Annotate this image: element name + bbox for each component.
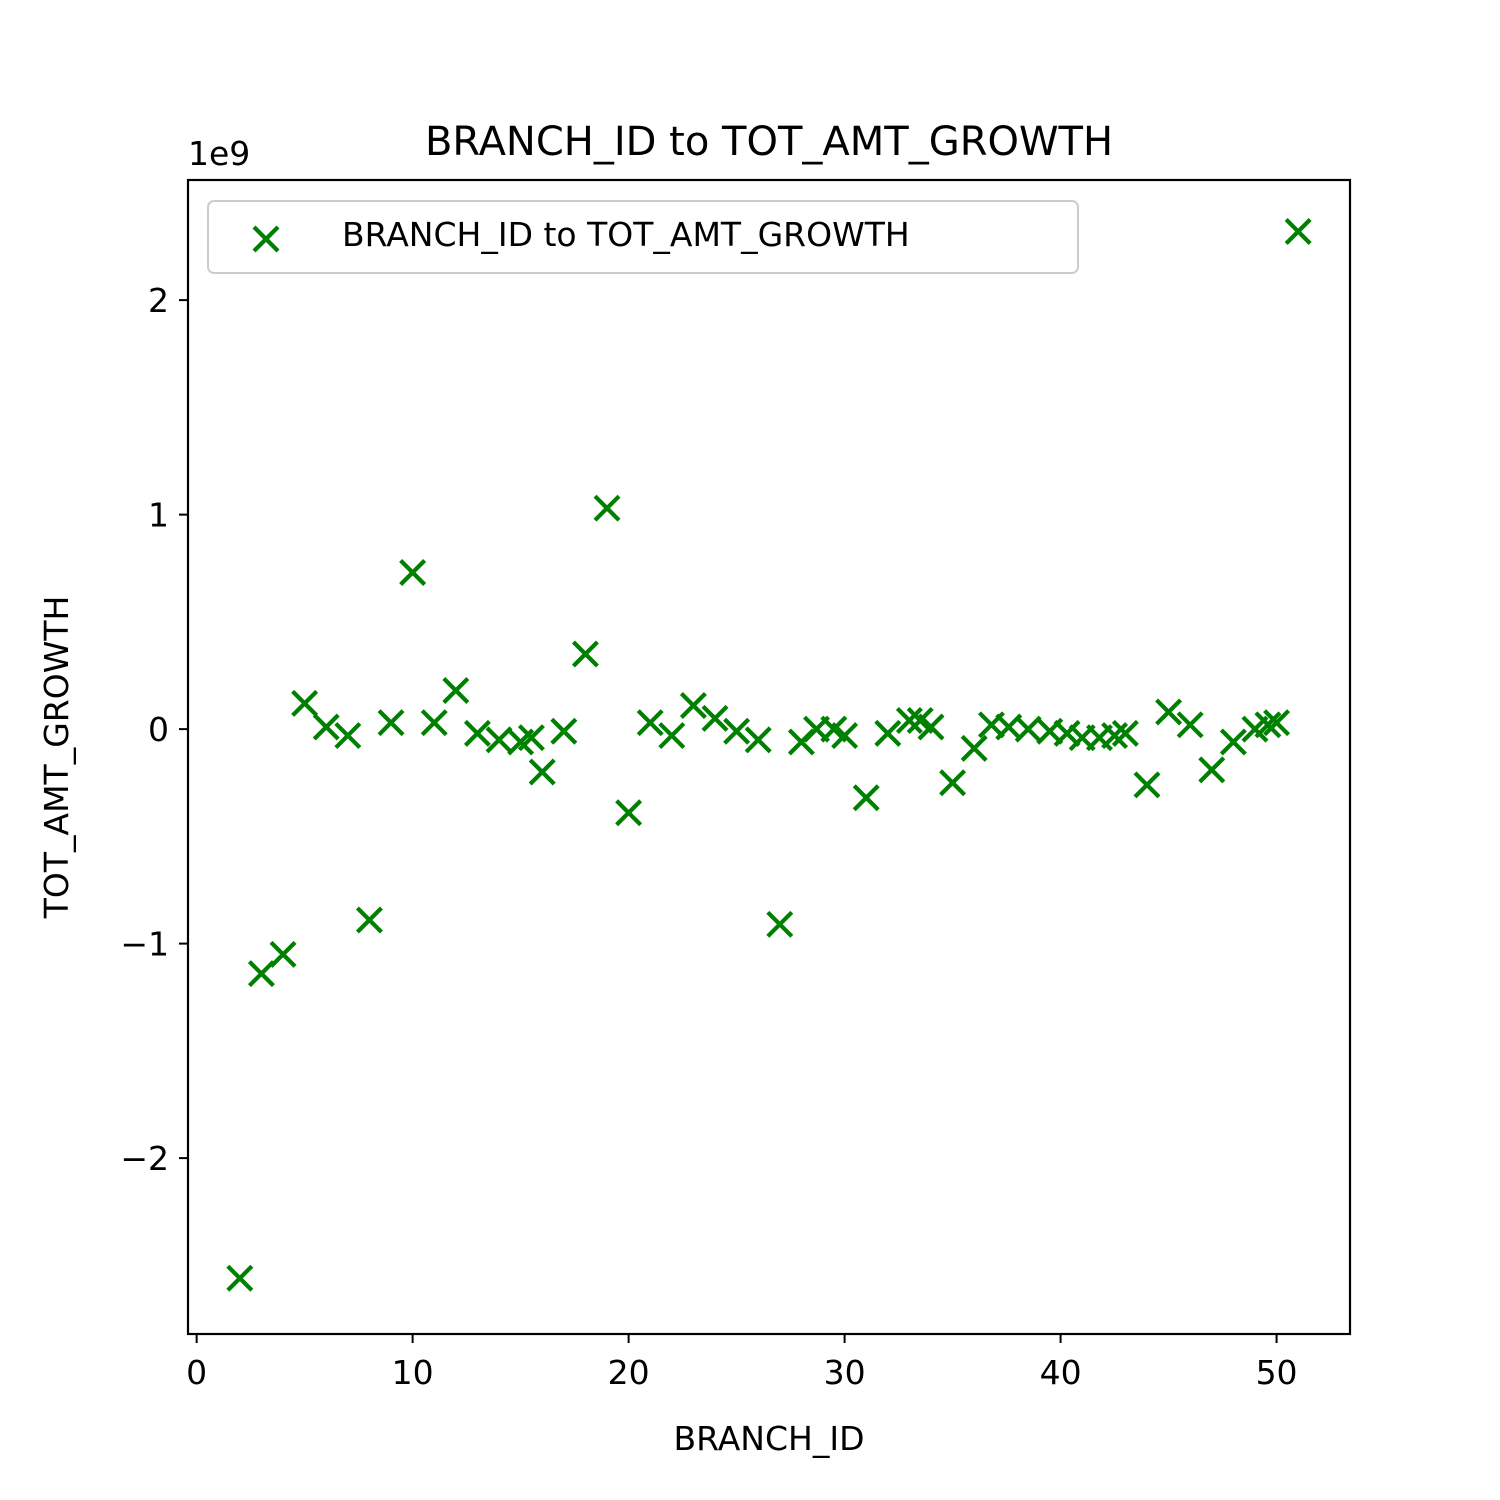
data-point-marker xyxy=(485,726,513,754)
data-point-marker xyxy=(226,1264,254,1292)
data-point-marker xyxy=(615,799,643,827)
data-point-marker xyxy=(1284,217,1312,245)
x-tick-label: 50 xyxy=(1256,1353,1298,1392)
data-point-marker xyxy=(1254,711,1282,739)
data-point-marker xyxy=(852,784,880,812)
y-axis-ticks: −2 −1 0 1 2 xyxy=(120,281,188,1178)
y-axis-label: TOT_AMT_GROWTH xyxy=(37,596,76,920)
data-point-marker xyxy=(1219,728,1247,756)
y-tick-label: −2 xyxy=(120,1139,169,1178)
data-point-marker xyxy=(399,559,427,587)
data-point-marker xyxy=(1111,719,1139,747)
x-tick-label: 30 xyxy=(824,1353,866,1392)
data-point-marker xyxy=(528,758,556,786)
data-point-marker xyxy=(658,722,686,750)
data-point-marker xyxy=(291,689,319,717)
data-point-marker xyxy=(420,709,448,737)
y-tick-label: −1 xyxy=(120,925,169,964)
data-point-marker xyxy=(377,709,405,737)
data-point-marker xyxy=(247,960,275,988)
data-point-marker xyxy=(744,726,772,754)
data-point-marker xyxy=(1198,756,1226,784)
data-point-marker xyxy=(1263,709,1291,737)
chart-title: BRANCH_ID to TOT_AMT_GROWTH xyxy=(425,119,1113,165)
data-point-marker xyxy=(1053,719,1081,747)
data-point-marker xyxy=(636,709,664,737)
data-point-marker xyxy=(679,692,707,720)
data-point-marker xyxy=(1133,771,1161,799)
data-point-marker xyxy=(766,910,794,938)
data-point-marker xyxy=(1176,711,1204,739)
legend-marker-glyph xyxy=(252,225,280,253)
legend-marker-x xyxy=(252,225,280,253)
data-point-marker xyxy=(1155,698,1183,726)
data-point-marker xyxy=(723,717,751,745)
data-point-marker xyxy=(550,717,578,745)
data-point-marker xyxy=(895,707,923,735)
data-point-marker xyxy=(463,719,491,747)
data-point-marker xyxy=(442,677,470,704)
x-tick-label: 40 xyxy=(1040,1353,1082,1392)
data-point-marker xyxy=(917,713,945,741)
legend: BRANCH_ID to TOT_AMT_GROWTH xyxy=(207,200,1079,274)
data-point-marker xyxy=(355,906,383,934)
y-tick-label: 1 xyxy=(148,496,169,535)
data-point-marker xyxy=(701,704,729,732)
y-tick-label: 2 xyxy=(148,281,169,320)
data-point-marker xyxy=(517,724,545,752)
x-tick-label: 10 xyxy=(392,1353,434,1392)
data-point-marker xyxy=(1014,715,1042,743)
data-point-marker xyxy=(334,722,362,750)
legend-box xyxy=(207,200,1079,274)
data-point-marker xyxy=(312,713,340,741)
data-point-marker xyxy=(269,940,297,968)
legend-entry-label: BRANCH_ID to TOT_AMT_GROWTH xyxy=(342,215,910,254)
x-tick-label: 20 xyxy=(608,1353,650,1392)
x-tick-label: 0 xyxy=(186,1353,207,1392)
data-point-marker xyxy=(960,734,988,762)
data-point-marker xyxy=(874,719,902,747)
x-axis-ticks: 0 10 20 30 40 50 xyxy=(186,1334,1298,1392)
axes-frame xyxy=(186,178,1352,1336)
data-point-marker xyxy=(939,769,967,797)
data-point-marker xyxy=(571,640,599,668)
data-point-marker xyxy=(593,494,621,522)
y-tick-label: 0 xyxy=(148,710,169,749)
x-axis-label: BRANCH_ID xyxy=(674,1419,865,1458)
plot-area xyxy=(226,217,1312,1292)
y-offset-label: 1e9 xyxy=(188,134,250,173)
data-point-marker xyxy=(831,722,859,750)
data-point-marker xyxy=(1101,722,1129,750)
